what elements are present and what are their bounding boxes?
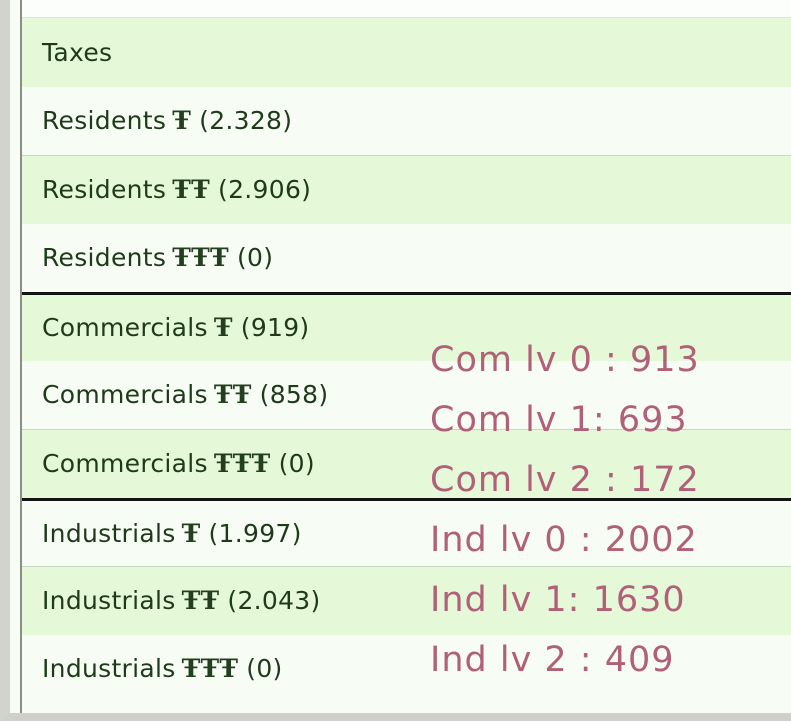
tax-row-industrials-1[interactable]: Industrials Ŧ (1.997) [22,497,791,566]
tax-row-count: (919) [240,313,310,343]
tax-tier-icon: Ŧ [181,518,201,548]
tax-tier-icon: ŦŦŦ [172,243,229,273]
tax-row-commercials-2[interactable]: Commercials ŦŦ (858) [22,360,791,429]
tax-row-industrials-2[interactable]: Industrials ŦŦ (2.043) [22,566,791,635]
annotation-com-lv2: Com lv 2 : 172 [430,460,700,500]
tax-tier-icon: Ŧ [213,313,233,343]
annotation-ind-lv2: Ind lv 2 : 409 [430,640,675,680]
tax-row-count: (0) [246,654,283,684]
tax-row-category: Commercials [42,449,208,479]
tax-tier-icon: ŦŦ [213,380,252,410]
tax-row-count: (2.043) [227,586,321,616]
taxes-list: Taxes Residents Ŧ (2.328) Residents ŦŦ (… [22,18,791,703]
tax-row-category: Residents [42,243,167,273]
tax-row-category: Commercials [42,380,208,410]
tax-row-count: (2.906) [218,175,312,205]
tax-tier-icon: Ŧ [172,106,192,136]
tax-row-count: (0) [236,243,274,273]
tax-tier-icon: ŦŦŦ [213,449,271,479]
panel-top-strip [22,0,791,18]
tax-tier-icon: ŦŦ [172,175,211,205]
tax-row-count: (2.328) [199,106,293,136]
tax-row-count: (0) [278,449,315,479]
tax-row-commercials-3[interactable]: Commercials ŦŦŦ (0) [22,429,791,498]
tax-tier-icon: ŦŦ [181,586,220,616]
tax-row-category: Residents [42,175,167,205]
tax-row-industrials-3[interactable]: Industrials ŦŦŦ (0) [22,634,791,703]
tax-tier-icon: ŦŦŦ [181,654,239,684]
panel-edge [20,0,22,713]
taxes-header: Taxes [42,37,113,67]
tax-row-count: (1.997) [208,518,302,548]
tax-row-category: Industrials [42,518,176,548]
tax-row-count: (858) [259,380,329,410]
level-annotations: Com lv 0 : 913 Com lv 1: 693 Com lv 2 : … [430,330,700,690]
taxes-header-row: Taxes [22,18,791,87]
tax-row-category: Commercials [42,313,208,343]
tax-row-residents-2[interactable]: Residents ŦŦ (2.906) [22,155,791,224]
tax-row-category: Industrials [42,586,176,616]
annotation-com-lv0: Com lv 0 : 913 [430,340,700,380]
annotation-ind-lv1: Ind lv 1: 1630 [430,580,686,620]
tax-row-category: Industrials [42,654,176,684]
tax-row-residents-1[interactable]: Residents Ŧ (2.328) [22,86,791,155]
tax-row-residents-3[interactable]: Residents ŦŦŦ (0) [22,223,791,292]
annotation-ind-lv0: Ind lv 0 : 2002 [430,520,698,560]
tax-row-category: Residents [42,106,167,136]
tax-row-commercials-1[interactable]: Commercials Ŧ (919) [22,292,791,361]
annotation-com-lv1: Com lv 1: 693 [430,400,688,440]
